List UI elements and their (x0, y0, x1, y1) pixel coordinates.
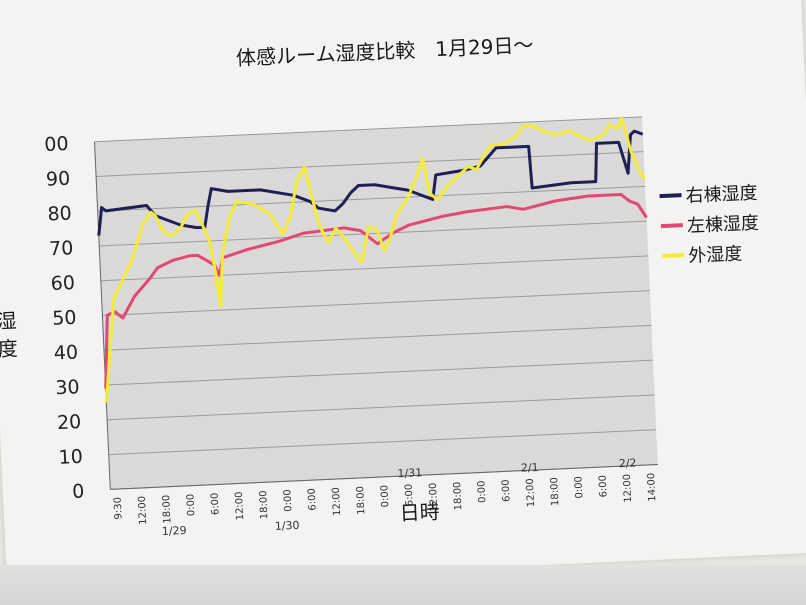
gridline (108, 429, 657, 456)
x-tick-label: 12:00 (525, 478, 537, 507)
series-line-3 (104, 116, 647, 403)
y-tick-label: 10 (58, 446, 83, 469)
x-axis-date-labels: 1/29 1/30 1/31 2/1 2/2 (162, 456, 637, 538)
gridline (100, 255, 649, 282)
legend-label: 右棟湿度 (685, 183, 758, 207)
y-axis-title: 湿度 (0, 308, 18, 361)
y-tick-label: 60 (50, 272, 75, 295)
x-axis-ticks: 9:30 12:00 18:00 0:00 6:00 12:00 18:00 0:00 6:00… (113, 473, 659, 525)
date-label: 2/1 (521, 461, 539, 475)
chart-title: 体感ルーム湿度比較 1月29日～ (236, 33, 534, 70)
x-tick-label: 0:00 (379, 485, 391, 508)
x-tick-label: 0:00 (573, 476, 585, 499)
legend-label: 左棟湿度 (686, 213, 759, 237)
gridline (97, 185, 646, 212)
y-tick-label: 90 (45, 168, 70, 191)
y-tick-label: 20 (57, 411, 82, 434)
x-tick-label: 0:00 (185, 493, 197, 516)
y-axis-ticks: 0 10 20 30 40 50 60 70 80 90 00 (44, 133, 85, 504)
x-axis-title: 日時 (399, 499, 440, 525)
x-tick-label: 6:00 (307, 488, 319, 511)
date-label: 1/29 (162, 524, 187, 538)
x-tick-label: 18:00 (452, 481, 464, 510)
y-tick-label: 30 (55, 376, 80, 399)
date-label: 2/2 (619, 456, 637, 470)
legend-swatch (659, 193, 682, 199)
x-tick-label: 12:00 (428, 482, 440, 511)
desk-edge (0, 565, 806, 605)
y-tick-label: 80 (47, 202, 72, 225)
x-tick-label: 12:00 (622, 474, 634, 503)
gridlines (94, 116, 658, 490)
x-tick-label: 18:00 (549, 477, 561, 506)
y-tick-label: 00 (44, 133, 69, 156)
x-tick-label: 0:00 (476, 480, 488, 503)
data-series (97, 116, 648, 403)
x-axis-line (110, 463, 658, 490)
series-line-1 (97, 129, 644, 236)
x-tick-label: 6:00 (598, 475, 610, 498)
x-tick-label: 12:00 (234, 491, 246, 520)
legend-swatch (662, 253, 685, 259)
date-label: 1/30 (274, 519, 299, 533)
x-tick-label: 12:00 (331, 487, 343, 516)
x-tick-label: 12:00 (137, 496, 149, 525)
gridline (94, 116, 642, 143)
x-tick-label: 14:00 (646, 473, 658, 502)
x-tick-label: 9:30 (113, 497, 125, 520)
x-tick-label: 18:00 (258, 490, 270, 519)
gridline (99, 220, 647, 247)
gridline (103, 324, 652, 351)
gridline (105, 359, 654, 386)
legend-label: 外湿度 (688, 243, 743, 266)
x-tick-label: 18:00 (355, 486, 367, 515)
y-tick-label: 0 (72, 481, 85, 504)
y-tick-label: 50 (52, 307, 77, 330)
y-axis-line (94, 141, 111, 490)
date-label: 1/31 (397, 466, 422, 480)
gridline (102, 290, 650, 317)
y-axis-title-char: 度 (0, 336, 18, 361)
y-axis-title-char: 湿 (0, 308, 17, 333)
x-tick-label: 0:00 (282, 489, 294, 512)
legend-swatch (660, 223, 683, 229)
x-tick-label: 6:00 (210, 492, 222, 515)
x-tick-label: 6:00 (404, 484, 416, 507)
x-tick-label: 6:00 (501, 479, 513, 502)
x-tick-label: 18:00 (161, 495, 173, 524)
series-line-2 (104, 192, 648, 389)
y-tick-label: 70 (49, 237, 74, 260)
y-tick-label: 40 (53, 341, 78, 364)
gridline (107, 394, 655, 421)
gridline (96, 151, 644, 177)
